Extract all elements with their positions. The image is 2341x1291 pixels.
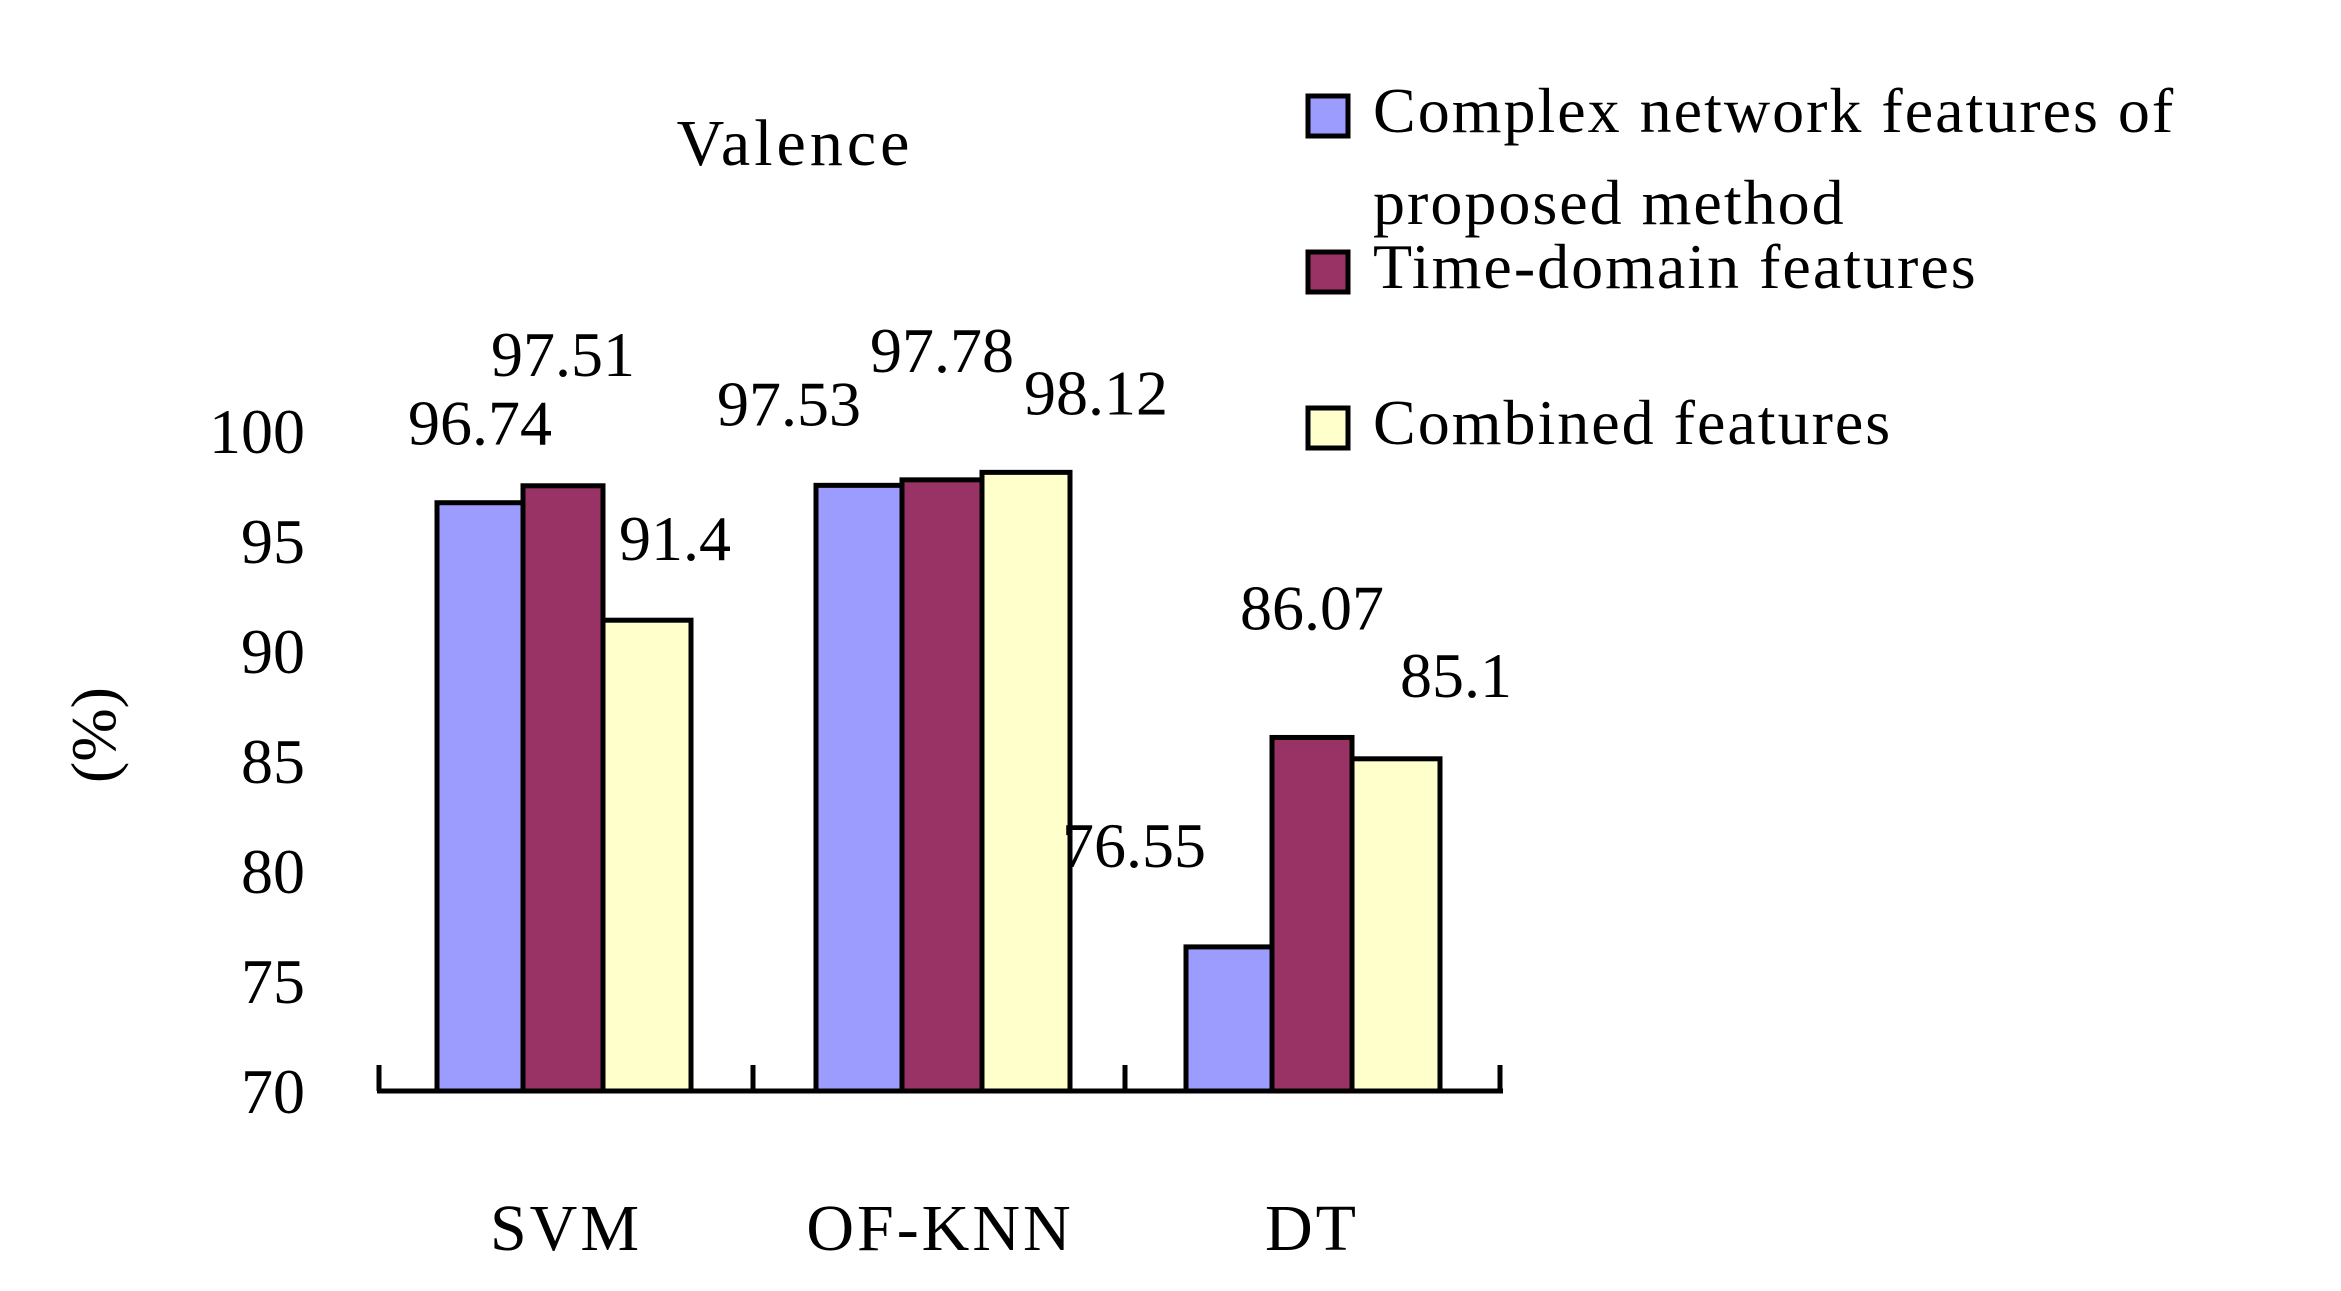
legend-swatch (1305, 93, 1351, 139)
legend-swatch (1305, 249, 1351, 295)
legend-label: Combined features (1373, 387, 1892, 458)
legend-label: proposed method (1373, 167, 1846, 238)
bar-of-knn-series-2 (899, 477, 985, 1094)
bar-dt-series-3 (1349, 756, 1443, 1094)
legend-label: Complex network features of (1373, 75, 2175, 146)
y-axis-ticks: 70 75 80 85 90 95 100 (209, 396, 305, 1127)
y-tick-label: 80 (241, 836, 305, 907)
y-tick-label: 100 (209, 396, 305, 467)
bars (434, 469, 1443, 1094)
bar-of-knn-series-3 (979, 469, 1073, 1094)
y-tick-label: 75 (241, 946, 305, 1017)
data-label: 85.1 (1400, 640, 1512, 711)
data-label: 76.55 (1062, 810, 1206, 881)
bar-svm-series-1 (434, 500, 526, 1094)
x-category-label: DT (1265, 1192, 1359, 1265)
data-label: 97.78 (870, 315, 1014, 386)
x-axis: SVM OF-KNN DT (376, 1065, 1503, 1265)
legend: Complex network features of proposed meth… (1305, 75, 2175, 458)
bar-svm-series-2 (520, 483, 606, 1094)
bar-svm-series-3 (600, 617, 694, 1094)
bar-dt-series-2 (1269, 734, 1355, 1094)
bar-of-knn-series-1 (813, 482, 905, 1094)
data-label: 98.12 (1024, 357, 1168, 428)
data-label: 97.53 (717, 368, 861, 439)
data-label: 97.51 (491, 319, 635, 390)
x-category-label: SVM (490, 1192, 642, 1265)
legend-label: Time-domain features (1373, 231, 1978, 302)
y-axis-label: (%) (58, 687, 129, 783)
chart-title: Valence (677, 107, 914, 180)
y-tick-label: 85 (241, 726, 305, 797)
y-tick-label: 95 (241, 506, 305, 577)
data-label: 96.74 (408, 388, 552, 459)
legend-swatch (1305, 405, 1351, 451)
data-label: 91.4 (619, 503, 731, 574)
y-tick-label: 70 (241, 1056, 305, 1127)
data-label: 86.07 (1240, 572, 1384, 643)
y-tick-label: 90 (241, 616, 305, 687)
x-category-label: OF-KNN (806, 1192, 1073, 1265)
bar-dt-series-1 (1183, 944, 1275, 1094)
